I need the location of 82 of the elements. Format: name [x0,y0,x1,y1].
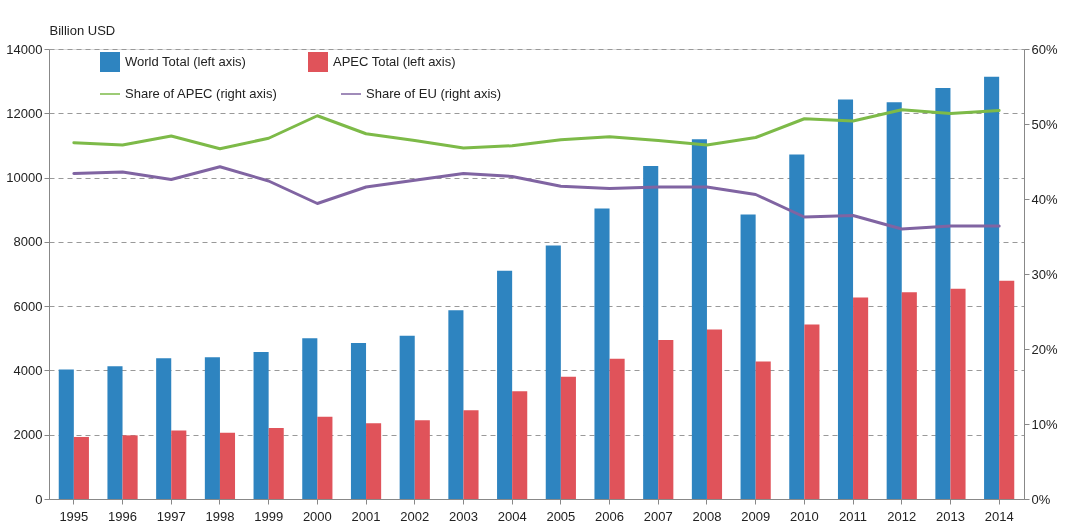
bar [497,270,513,499]
bar [122,435,138,499]
y-tick-label: 6000 [13,298,43,314]
legend-label: APEC Total (left axis) [333,54,456,69]
bar [853,297,869,499]
y-tick-label: 2000 [13,427,43,443]
y-tick-label: 0 [35,491,43,507]
x-tick-label: 1998 [205,508,235,524]
bar [740,214,756,499]
y2-tick-label: 40% [1031,191,1058,207]
x-tick-label: 2002 [400,508,430,524]
x-tick-label: 1999 [254,508,284,524]
bar [901,292,917,499]
bar [73,436,89,499]
bar [350,343,367,499]
bar [463,410,479,499]
bar [691,139,707,499]
bar [414,420,430,499]
line-series [72,108,1001,151]
legend-label: Share of APEC (right axis) [125,86,277,101]
y2-tick-label: 0% [1031,491,1051,507]
y-tick-label: 8000 [13,234,43,250]
x-tick-label: 2006 [595,508,625,524]
bar [317,416,333,499]
bar [755,361,771,499]
x-tick-label: 2008 [692,508,722,524]
bar [219,432,236,499]
bar [268,427,284,499]
y-axis-title: Billion USD [49,22,116,38]
y-tick-label: 10000 [6,170,43,186]
bar [58,369,74,499]
bar [594,208,610,499]
y2-tick-label: 10% [1031,416,1058,432]
x-tick-label: 2010 [789,508,819,524]
y2-tick-label: 60% [1031,41,1058,57]
x-tick-label: 2007 [643,508,673,524]
legend-label: Share of EU (right axis) [366,86,502,101]
x-tick-label: 1997 [156,508,186,524]
x-tick-label: 2009 [741,508,771,524]
bar [658,339,674,499]
bar [399,335,415,499]
x-tick-label: 1995 [59,508,89,524]
bar [253,352,269,499]
bar [107,366,123,499]
x-tick-label: 1996 [108,508,137,524]
bar [545,245,561,499]
x-tick-label: 2003 [448,508,478,524]
bar [204,357,220,499]
bar [706,329,723,499]
x-tick-label: 2004 [497,508,527,524]
bar [804,324,820,499]
y-tick-label: 12000 [6,105,43,121]
bar [886,102,902,499]
bar [999,280,1015,499]
y-tick-label: 4000 [13,362,43,378]
bar [366,423,382,499]
x-tick-label: 2001 [351,508,381,524]
legend-label: World Total (left axis) [125,54,246,69]
y2-tick-label: 30% [1031,266,1058,282]
bar [984,76,1000,499]
bar [789,154,805,499]
line-series [72,165,1001,231]
x-tick-label: 2013 [936,508,965,524]
bar [512,391,528,499]
bar [837,99,854,499]
y2-tick-label: 50% [1031,116,1058,132]
bar [302,338,318,499]
bar [950,288,966,499]
x-tick-label: 2000 [302,508,332,524]
bar [448,310,464,499]
bar [935,87,951,499]
x-tick-label: 2014 [984,508,1014,524]
bar [171,430,187,499]
x-tick-label: 2005 [546,508,576,524]
bar [643,166,659,499]
bar [156,358,172,499]
y-tick-label: 14000 [6,41,43,57]
bar [609,358,625,499]
x-tick-label: 2011 [839,508,868,524]
y2-tick-label: 20% [1031,341,1058,357]
bar [560,376,576,499]
x-tick-label: 2012 [887,508,917,524]
